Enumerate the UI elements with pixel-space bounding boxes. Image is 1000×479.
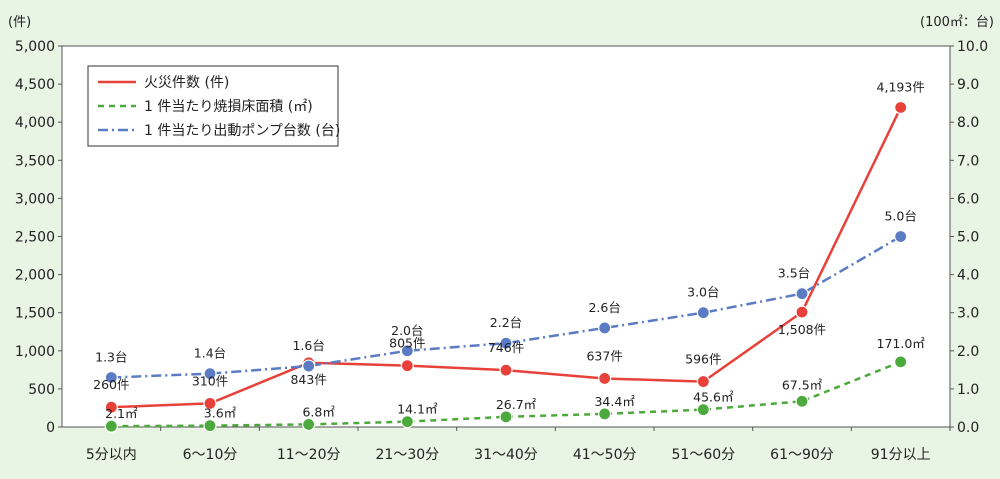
y-left-tick-label: 500 [28,382,55,398]
series-1-point [499,410,513,424]
series-0-data-label: 310件 [192,373,228,388]
series-1-point [400,415,414,429]
series-0-data-label: 843件 [290,372,326,387]
y-right-tick-label: 6.0 [957,191,979,207]
y-right-tick-label: 10.0 [957,39,988,55]
y-left-tick-label: 4,500 [15,77,55,93]
y-right-tick-label: 9.0 [957,77,979,93]
y-right-tick-label: 4.0 [957,268,979,284]
series-0-point [894,100,908,115]
x-tick-label: 31～40分 [474,447,538,463]
y-right-tick-label: 7.0 [957,153,979,169]
series-1-data-label: 3.6㎡ [204,406,237,421]
y-left-tick-label: 0 [46,420,55,436]
series-0-point [696,374,710,389]
series-1-point [302,417,316,432]
legend-entry-0: 火災件数 (件) [144,75,229,91]
data-points [104,100,908,433]
y-left-unit: (件) [8,15,31,30]
series-2-data-label: 3.5台 [778,266,810,281]
legend-entry-1: 1 件当たり焼損床面積 (㎡) [144,99,313,115]
legend-box [87,65,339,147]
y-right-tick-label: 5.0 [957,230,979,246]
series-1-point [598,407,612,421]
y-left-tick-label: 3,000 [15,191,55,207]
series-1-data-label: 6.8㎡ [302,404,335,419]
series-1-data-label: 14.1㎡ [397,402,438,417]
series-2-point [499,336,513,350]
series-2-data-label: 1.6台 [292,338,324,353]
x-tick-label: 91分以上 [871,447,931,463]
x-tick-label: 6～10分 [183,447,238,463]
y-right-tick-label: 3.0 [957,306,979,322]
y-left-tick-label: 3,500 [15,153,55,169]
series-2-data-label: 2.6台 [588,300,620,315]
y-right-tick-label: 1.0 [957,382,979,398]
series-0-data-label: 1,508件 [778,322,826,337]
series-2-point [104,370,118,385]
series-2-data-label: 2.2台 [490,315,522,330]
series-1-data-label: 45.6㎡ [693,390,734,405]
series-1-point [104,419,118,433]
series-0-data-label: 596件 [685,352,721,367]
series-2-point [696,306,710,320]
series-2-point [598,321,612,335]
x-tick-label: 41～50分 [573,447,637,463]
y-right-tick-label: 2.0 [957,344,979,360]
series-line-2 [111,235,902,379]
series-1-point [894,355,908,369]
y-left-tick-label: 2,000 [15,268,55,284]
series-1-data-label: 26.7㎡ [496,397,537,412]
series-0-point [400,359,414,373]
x-tick-label: 61～90分 [770,447,834,463]
series-2-data-label: 1.3台 [95,349,127,364]
series-0-point [795,305,809,319]
data-labels: 260件 310件 843件 805件 746件 637件 596件 1,508件 4,193件… [93,79,925,421]
series-1-point [795,394,809,408]
series-1-point [696,403,710,417]
series-2-data-label: 2.0台 [391,323,423,338]
series-0-data-label: 4,193件 [877,79,925,94]
legend: 火災件数 (件) 1 件当たり焼損床面積 (㎡) 1 件当たり出動ポンプ台数 (台) [87,65,340,147]
y-left-tick-label: 1,500 [15,306,55,322]
series-0-point [598,371,612,386]
series-0-point [203,396,217,410]
series-0-point [104,400,118,414]
series-1-data-label: 67.5㎡ [782,377,823,392]
series-2-point [203,367,217,381]
series-1-data-label: 2.1㎡ [105,406,138,421]
y-right-unit: (100㎡：台) [920,15,994,30]
series-1-data-label: 34.4㎡ [594,394,635,409]
series-2-point [894,229,908,244]
series-2-point [302,359,316,373]
series-0-data-label: 260件 [93,377,129,392]
series-2-point [795,287,809,301]
y-left-tick-label: 2,500 [15,230,55,246]
series-0-data-label: 805件 [389,336,425,351]
y-right-tick-label: 8.0 [957,115,979,131]
series-2-point [400,344,414,358]
x-tick-label: 11～20分 [277,447,341,463]
y-right-tick-label: 0.0 [957,420,979,436]
series-2-data-label: 1.4台 [194,346,226,361]
series-0-data-label: 637件 [586,348,622,363]
series-1-point [203,419,217,433]
series-2-data-label: 3.0台 [687,285,719,300]
x-tick-label: 21～30分 [376,447,440,463]
x-tick-label: 5分以内 [86,447,137,463]
legend-entry-2: 1 件当たり出動ポンプ台数 (台) [144,123,340,139]
series-2-data-label: 5.0台 [884,209,916,224]
x-tick-label: 51～60分 [672,447,736,463]
series-0-data-label: 746件 [488,340,524,355]
series-0-point [499,363,513,377]
y-left-tick-label: 5,000 [15,39,55,55]
y-left-tick-label: 1,000 [15,344,55,360]
y-left-tick-label: 4,000 [15,115,55,131]
series-1-data-label: 171.0㎡ [877,336,926,351]
